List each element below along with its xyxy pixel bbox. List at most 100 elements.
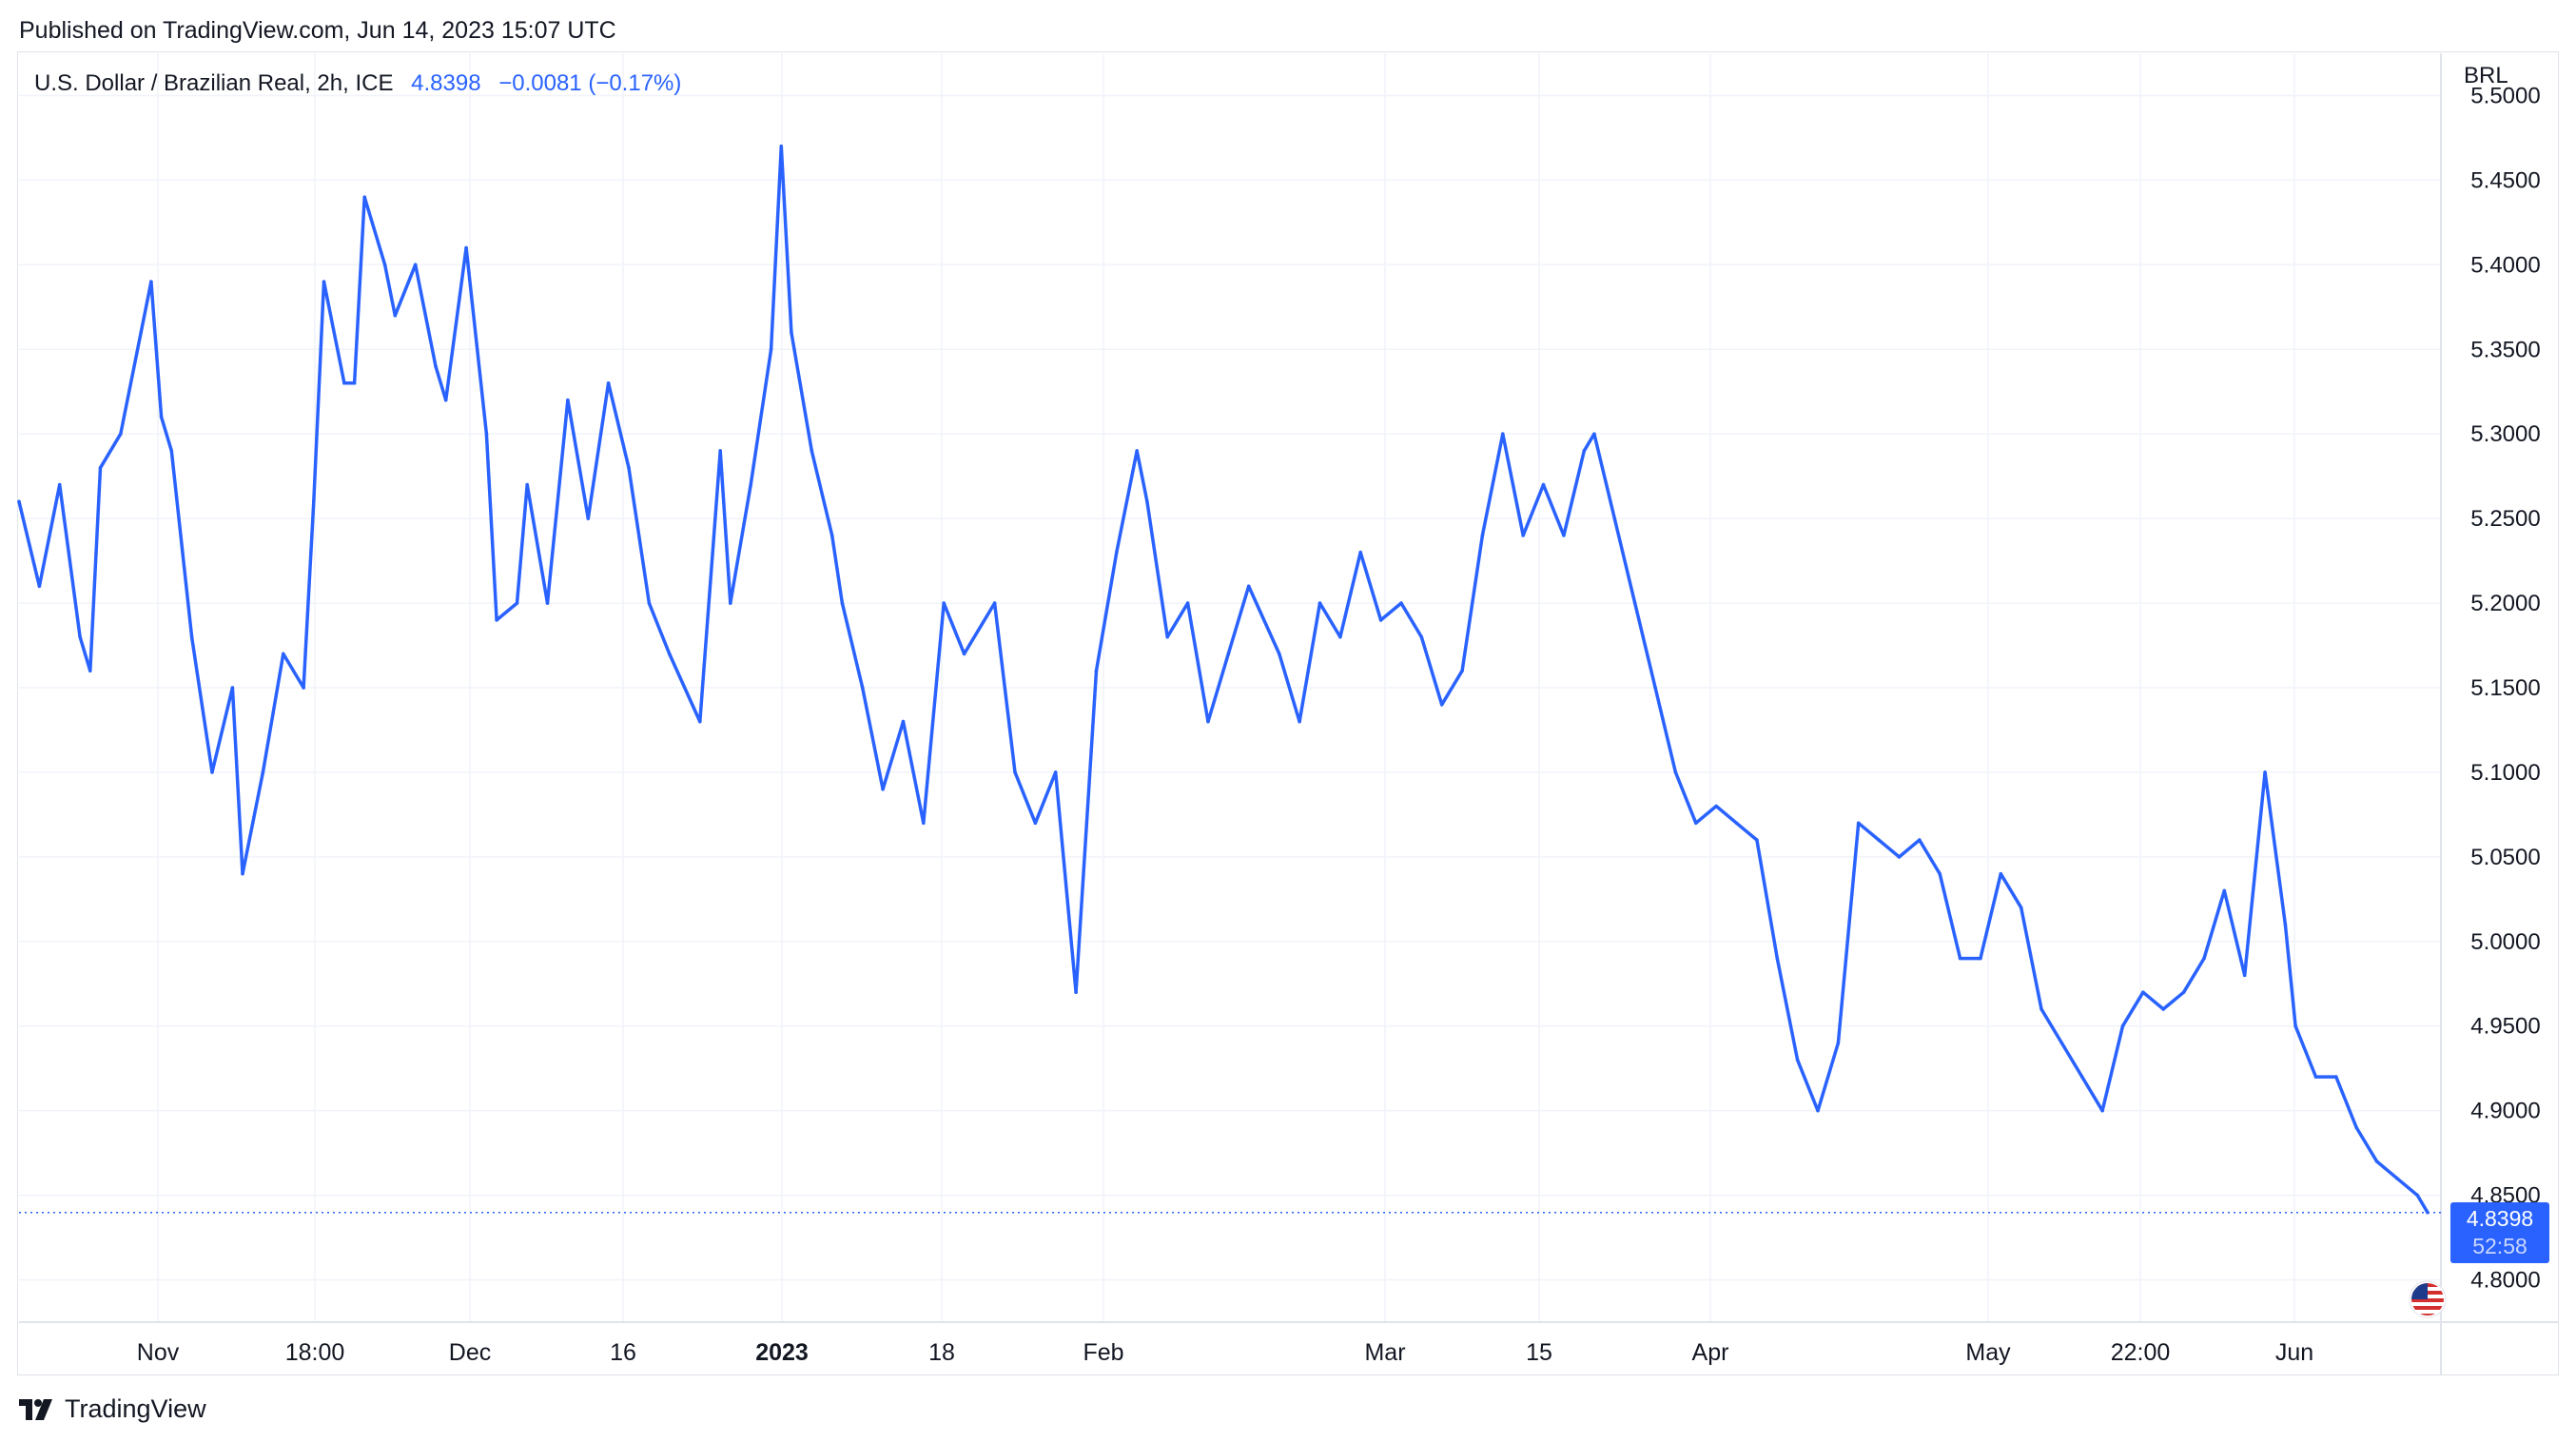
x-tick-label: Mar (1364, 1339, 1405, 1366)
legend-last-value: 4.8398 (411, 70, 481, 96)
data-point (2059, 1041, 2064, 1045)
data-point (98, 465, 103, 470)
data-point (2202, 956, 2206, 961)
tradingview-brand[interactable]: TradingView (19, 1394, 206, 1424)
data-point (667, 652, 672, 656)
data-point (382, 263, 387, 267)
data-point (1958, 956, 1962, 961)
data-point (1460, 669, 1464, 673)
grid (19, 53, 2441, 1322)
bar-countdown: 52:58 (2472, 1234, 2527, 1258)
x-tick-label: Nov (137, 1339, 180, 1366)
data-point (606, 381, 611, 385)
y-tick-label: 5.3500 (2470, 337, 2540, 362)
data-point (2354, 1125, 2359, 1130)
data-point (1419, 634, 1424, 639)
x-tick-label: 18 (928, 1339, 955, 1366)
data-point (627, 465, 631, 470)
data-point (2293, 1023, 2297, 1028)
data-point (169, 449, 174, 453)
data-point (1856, 821, 1861, 826)
data-point (586, 516, 591, 520)
data-point (1979, 956, 1982, 961)
x-tick-label: 15 (1526, 1339, 1552, 1366)
data-point (1500, 432, 1505, 437)
data-point (352, 381, 357, 385)
data-point (922, 821, 926, 826)
data-point (2100, 1108, 2104, 1113)
data-point (829, 534, 834, 537)
data-point (1277, 652, 1281, 656)
y-tick-label: 4.8000 (2470, 1268, 2540, 1294)
data-point (1317, 601, 1322, 605)
data-point (2283, 923, 2288, 926)
data-point (1145, 499, 1149, 504)
data-point (1714, 804, 1718, 809)
data-point (1185, 601, 1190, 605)
data-point (342, 381, 346, 385)
data-point (2313, 1075, 2318, 1079)
data-point (1226, 652, 1231, 656)
data-point (1775, 956, 1780, 961)
data-point (2222, 888, 2227, 893)
data-point (1673, 770, 1678, 774)
y-tick-label: 4.9500 (2470, 1014, 2540, 1040)
last-price-value: 4.8398 (2466, 1206, 2534, 1231)
data-point (1632, 601, 1637, 605)
data-point (1836, 1041, 1841, 1045)
data-point (1541, 482, 1546, 487)
data-point (1074, 990, 1078, 994)
legend-symbol: U.S. Dollar / Brazilian Real, 2h, ICE (34, 70, 394, 96)
data-point (37, 584, 42, 589)
x-tick-label: 16 (610, 1339, 636, 1366)
data-point (2079, 1075, 2084, 1079)
data-point (1562, 534, 1566, 537)
data-point (1897, 855, 1902, 859)
data-point (159, 415, 164, 419)
x-tick-label: 2023 (755, 1339, 809, 1366)
series (17, 145, 2441, 1215)
y-tick-label: 5.4500 (2470, 167, 2540, 193)
data-point (1480, 534, 1485, 537)
chart-frame (17, 51, 2559, 1375)
data-point (697, 719, 702, 724)
y-tick-label: 5.2500 (2470, 506, 2540, 532)
data-point (443, 398, 448, 402)
x-tick-label: May (1965, 1339, 2011, 1366)
data-point (241, 871, 244, 876)
data-point (88, 669, 92, 673)
data-point (1693, 821, 1698, 826)
data-point (1755, 838, 1759, 842)
us-flag-icon[interactable] (2409, 1280, 2447, 1318)
data-point (525, 482, 529, 487)
data-point (566, 398, 570, 402)
data-point (119, 432, 123, 437)
data-point (1378, 618, 1383, 622)
tick-labels: 5.5000 5.4500 5.4000 5.3500 5.3000 5.2500 5.20… (137, 83, 2541, 1366)
data-point (149, 280, 153, 283)
data-point (2374, 1159, 2379, 1163)
y-tick-label: 4.9000 (2470, 1099, 2540, 1124)
data-point (1053, 770, 1058, 774)
currency-label[interactable]: BRL (2464, 63, 2508, 88)
x-tick-label: Apr (1692, 1339, 1729, 1366)
data-point (1115, 550, 1119, 555)
data-point (281, 652, 285, 656)
data-point (860, 686, 865, 690)
chart-legend[interactable]: U.S. Dollar / Brazilian Real, 2h, ICE 4.… (34, 70, 681, 97)
data-point (57, 482, 62, 487)
data-point (2395, 1177, 2399, 1180)
axes (19, 53, 2559, 1375)
x-tick-label: Feb (1083, 1339, 1123, 1366)
data-point (647, 601, 652, 605)
y-tick-label: 5.3000 (2470, 421, 2540, 447)
data-point (515, 601, 519, 605)
data-point (1521, 534, 1525, 537)
data-point (2141, 990, 2145, 994)
data-point (230, 686, 235, 690)
data-point (1439, 702, 1444, 707)
data-point (2120, 1023, 2125, 1028)
data-point (78, 634, 82, 639)
y-tick-label: 5.0500 (2470, 845, 2540, 870)
